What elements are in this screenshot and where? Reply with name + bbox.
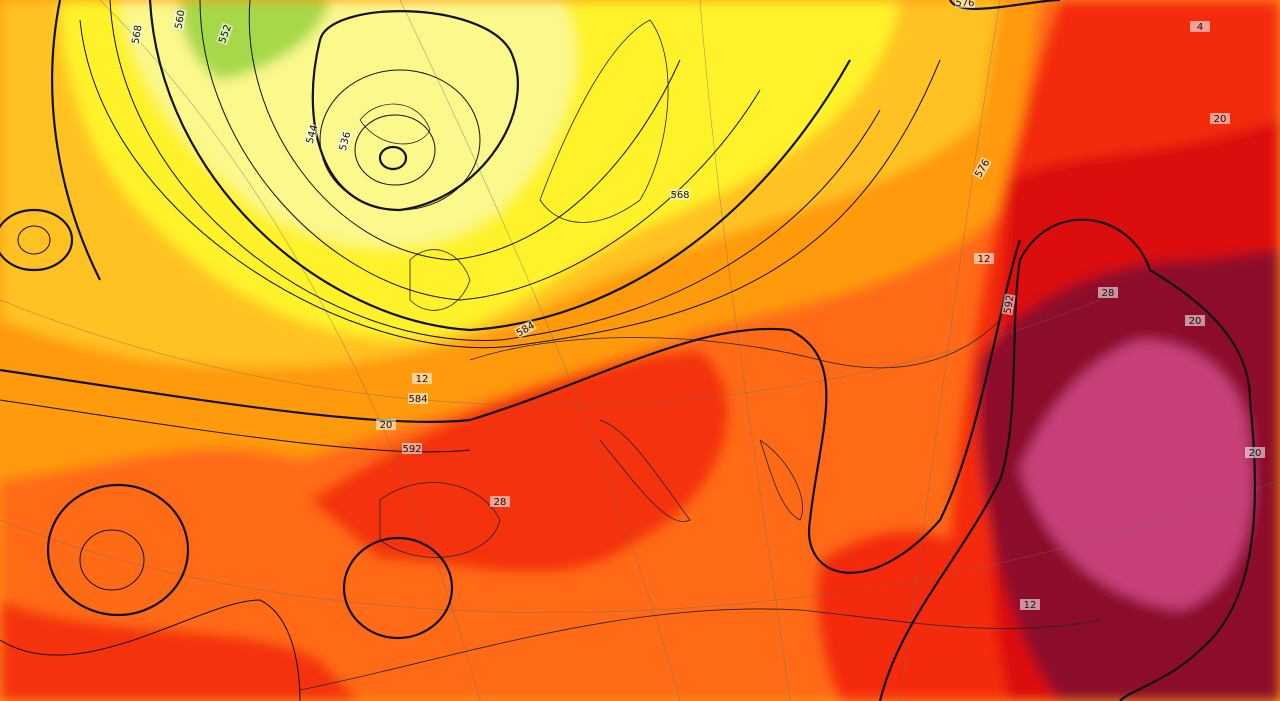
contour-label: 568 [130, 24, 144, 45]
label-background [129, 23, 144, 46]
contour-label: 12 [1024, 600, 1037, 611]
label-background [376, 419, 396, 430]
label-background [670, 189, 690, 200]
contour-label: 592 [402, 444, 421, 455]
coastlines [299, 19, 1101, 691]
contour-label: 12 [416, 374, 429, 385]
label-background [303, 123, 320, 146]
label-background [1185, 315, 1205, 326]
label-background [972, 156, 992, 180]
contour-label: 568 [670, 190, 689, 201]
label-background [1210, 113, 1230, 124]
label-background [974, 253, 994, 264]
label-background [955, 0, 975, 8]
label-background [1020, 599, 1040, 610]
label-background [1098, 287, 1118, 298]
label-background [1245, 447, 1265, 458]
label-background [402, 443, 422, 454]
label-background [513, 319, 537, 339]
label-background [336, 130, 353, 153]
label-background [490, 496, 510, 507]
label-background [408, 393, 428, 404]
contour-label: 20 [1214, 114, 1227, 125]
contour-label: 592 [1002, 294, 1016, 315]
contour-label: 560 [173, 9, 187, 30]
contour-label: 4 [1197, 22, 1203, 33]
contour-label: 12 [978, 254, 991, 265]
contour-label: 20 [380, 420, 393, 431]
contour-label: 584 [408, 394, 427, 405]
contour-label: 20 [1249, 448, 1262, 459]
contour-label: 28 [494, 497, 507, 508]
contour-label: 20 [1189, 316, 1202, 327]
contour-label: 576 [955, 0, 974, 9]
contour-label: 536 [338, 131, 354, 152]
label-background [216, 22, 234, 46]
label-background [1190, 21, 1210, 32]
contour-label: 544 [305, 124, 321, 145]
label-background [172, 8, 187, 31]
label-background [412, 373, 432, 384]
contour-label: 28 [1102, 288, 1115, 299]
label-background [1001, 293, 1016, 316]
